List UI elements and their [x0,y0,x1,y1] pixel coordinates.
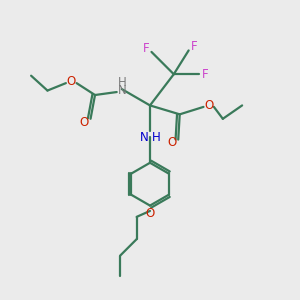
Text: N: N [118,84,127,97]
Text: O: O [205,99,214,112]
Text: O: O [167,136,176,149]
Text: F: F [143,42,149,55]
Text: H: H [152,131,161,144]
Text: O: O [67,75,76,88]
Text: N: N [140,131,149,144]
Text: F: F [202,68,209,81]
Text: F: F [191,40,197,53]
Text: O: O [146,207,154,220]
Text: O: O [80,116,88,129]
Text: H: H [118,76,127,89]
